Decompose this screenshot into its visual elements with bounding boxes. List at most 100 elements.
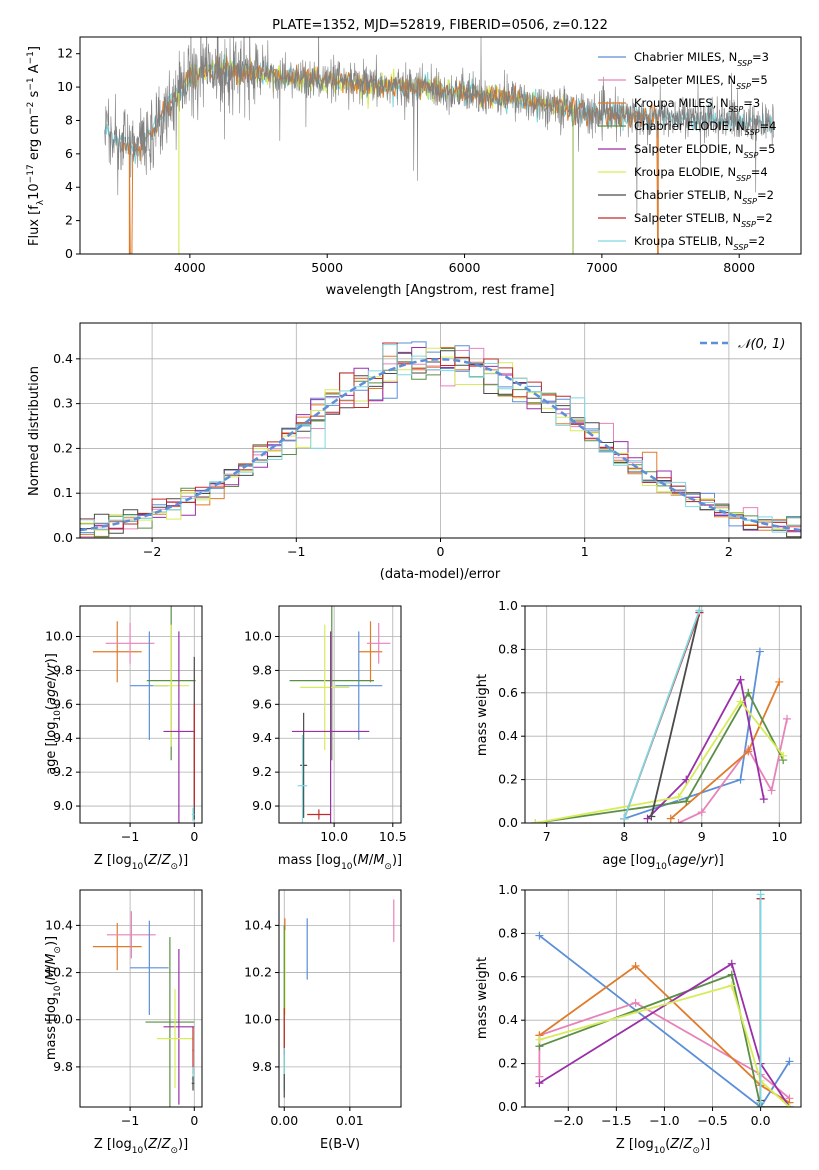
residuals-legend: 𝒩(0, 1)	[700, 337, 785, 352]
legend-label-chabrier_miles: Chabrier MILES, NSSP=3	[634, 50, 769, 68]
weight-marker-salpeter_elodie	[759, 795, 768, 804]
y-tick-label: 0.0	[498, 1099, 518, 1114]
residuals-x-label: (data-model)/error	[380, 567, 501, 582]
y-tick-label: 10.0	[244, 1012, 272, 1027]
y-tick-label: 0.2	[498, 1056, 518, 1071]
residuals-histograms	[79, 341, 802, 538]
y-tick-label: 0.6	[498, 969, 518, 984]
y-tick-label: 0.4	[53, 351, 73, 366]
y-tick-label: 0.8	[498, 641, 518, 656]
weight-marker-chabrier_miles	[535, 931, 544, 940]
x-tick-label: 0.01	[336, 1113, 364, 1128]
chart-title: PLATE=1352, MJD=52819, FIBERID=0506, z=0…	[272, 18, 608, 33]
weight-marker-salpeter_miles	[783, 714, 792, 723]
residuals-ticks: −2 −1 0 1 2 0.0 0.1 0.2 0.3 0.4	[53, 351, 733, 559]
weight-marker-chabrier_stelib	[647, 812, 656, 821]
residual-hist-salpeter_stelib	[80, 342, 801, 532]
axes-frame	[524, 889, 802, 1108]
x-tick-label: −2.0	[553, 1113, 583, 1128]
legend-label-chabrier_stelib: Chabrier STELIB, NSSP=2	[634, 188, 774, 206]
weight-marker-salpeter_miles	[674, 819, 683, 823]
spectrum-traces	[104, 37, 774, 254]
x-tick-label: −1	[121, 1113, 139, 1128]
weight-marker-chabrier_miles	[785, 1057, 794, 1066]
x-tick-label: 6000	[449, 260, 481, 275]
weight-line-kroupa_elodie	[539, 984, 791, 1107]
weight-marker-kroupa_elodie	[674, 792, 683, 801]
axes-frame	[278, 889, 402, 1108]
mass-z-x-label: Z [log10(Z/Z⊙)]	[94, 1137, 188, 1156]
y-tick-label: 9.4	[53, 730, 73, 745]
spectrum-ticks: 4000 5000 6000 7000 8000 0 2 4 6 8 10 12	[57, 46, 755, 275]
legend-label-kroupa_stelib: Kroupa STELIB, NSSP=2	[634, 234, 765, 252]
panel-marks	[289, 606, 391, 823]
weight-line-chabrier_miles	[538, 934, 791, 1107]
y-tick-label: 10.2	[45, 965, 73, 980]
axes-frame	[278, 605, 402, 824]
y-tick-label: 12	[57, 46, 73, 61]
y-tick-label: 0	[65, 246, 73, 261]
weight-marker-salpeter_miles	[631, 998, 640, 1007]
weight-marker-kroupa_elodie	[535, 1035, 544, 1044]
y-tick-label: 9.8	[252, 662, 272, 677]
y-tick-label: 1.0	[498, 598, 518, 613]
y-tick-label: 9.8	[53, 1059, 73, 1074]
age-mass-x-label: mass [log10(M/M⊙)]	[278, 853, 402, 872]
mass-weight-vs-metallicity-panel: −2.0 −1.5 −1.0 −0.5 0.0 0.0 0.2 0.4 0.6 0.8 1.0	[498, 882, 802, 1128]
spectrum-y-label: Flux [fλ10−17 erg cm−2 s−1 A−1]	[26, 46, 46, 246]
mw-age-x-label: age [log10(age/yr)]	[602, 853, 724, 872]
x-tick-label: −1	[287, 544, 305, 559]
x-tick-label: 8000	[723, 260, 755, 275]
weight-marker-salpeter_miles	[697, 808, 706, 817]
weight-line-kroupa_stelib	[623, 609, 701, 820]
spectrum-axes-frame	[79, 36, 802, 255]
mw-age-y-label: mass weight	[475, 674, 490, 756]
mw-z-x-label: Z [log10(Z/Z⊙)]	[616, 1137, 710, 1156]
y-tick-label: 9.2	[53, 764, 73, 779]
y-tick-label: 6	[65, 146, 73, 161]
x-tick-label: 4000	[174, 260, 206, 275]
x-tick-label: 0	[190, 829, 198, 844]
legend-label-kroupa_elodie: Kroupa ELODIE, NSSP=4	[634, 165, 768, 183]
mass-weight-vs-age-panel: 7 8 9 10 0.0 0.2 0.4 0.6 0.8 1.0	[498, 598, 802, 844]
gaussian-reference-curve	[79, 358, 802, 532]
y-tick-label: 9.8	[53, 662, 73, 677]
legend-label-salpeter_miles: Salpeter MILES, NSSP=5	[634, 73, 768, 91]
y-tick-label: 0.0	[498, 815, 518, 830]
spectrum-x-label: wavelength [Angstrom, rest frame]	[326, 283, 555, 298]
legend-label-salpeter_stelib: Salpeter STELIB, NSSP=2	[634, 211, 773, 229]
panel-marks	[92, 606, 196, 823]
y-tick-label: 0.4	[498, 728, 518, 743]
y-tick-label: 9.6	[252, 696, 272, 711]
y-tick-label: 2	[65, 213, 73, 228]
y-tick-label: 10.2	[244, 965, 272, 980]
age-z-y-label: age [log10(age/yr)]	[44, 653, 63, 775]
y-tick-label: 0.0	[53, 530, 73, 545]
x-tick-label: 0	[190, 1113, 198, 1128]
y-tick-label: 9.2	[252, 764, 272, 779]
y-tick-label: 9.8	[252, 1059, 272, 1074]
y-tick-label: 10	[57, 79, 73, 94]
x-tick-label: −0.5	[697, 1113, 727, 1128]
weight-marker-kroupa_miles	[666, 814, 675, 823]
axes-frame	[79, 605, 203, 824]
x-tick-label: −1	[121, 829, 139, 844]
weight-marker-salpeter_miles	[767, 786, 776, 795]
age-vs-mass-panel: 10.0 10.5 9.0 9.2 9.4 9.6 9.8 10.0	[244, 605, 407, 844]
y-tick-label: 0.6	[498, 685, 518, 700]
y-tick-label: 9.0	[53, 798, 73, 813]
weight-marker-kroupa_miles	[631, 961, 640, 970]
residual-hist-kroupa_stelib	[80, 344, 801, 533]
x-tick-label: 2	[725, 544, 733, 559]
y-tick-label: 8	[65, 112, 73, 127]
y-tick-label: 10.4	[244, 917, 272, 932]
y-tick-label: 0.1	[53, 485, 73, 500]
y-tick-label: 0.2	[53, 440, 73, 455]
y-tick-label: 0.3	[53, 396, 73, 411]
x-tick-label: 0.00	[270, 1113, 298, 1128]
weight-line-chabrier_elodie	[534, 690, 784, 823]
residual-hist-salpeter_miles	[80, 347, 801, 538]
weight-line-salpeter_elodie	[538, 962, 791, 1107]
legend-gaussian-label: 𝒩(0, 1)	[738, 337, 785, 352]
